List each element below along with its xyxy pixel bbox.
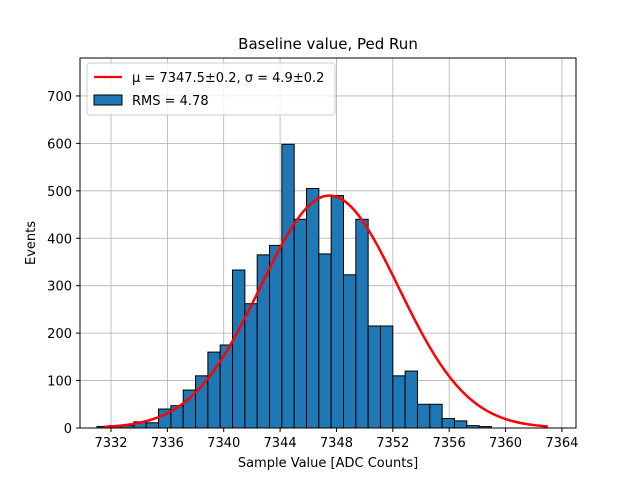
histogram-bar [293,218,308,429]
y-tick-label: 400 [47,232,72,247]
histogram-bar [343,274,357,429]
x-tick-label: 7364 [545,436,578,451]
legend-hist-label: RMS = 4.78 [132,94,209,109]
x-tick-label: 7344 [264,436,297,451]
plot-frame [79,57,577,429]
y-axis-label: Events [24,221,39,265]
x-tick-label: 7332 [94,436,127,451]
histogram-bar [281,143,295,429]
histogram-bar [306,187,320,429]
histogram-bar [429,403,443,429]
y-tick-label: 700 [47,90,72,105]
x-tick-label: 7348 [320,436,353,451]
histogram-bar [330,195,344,429]
y-tick-label: 600 [47,137,72,152]
y-ticks: 0 100 200 300 400 500 600 700 [47,90,80,437]
histogram-bar [244,303,258,429]
x-tick-label: 7356 [433,436,466,451]
histogram-bar [318,253,332,429]
histogram-bar [355,218,369,429]
legend-box [86,62,336,116]
x-tick-label: 7340 [207,436,240,451]
y-tick-label: 100 [47,375,72,390]
gaussian-fit-curve [103,194,548,429]
legend-fit-label: μ = 7347.5±0.2, σ = 4.9±0.2 [132,71,324,86]
histogram-bar [441,418,455,429]
y-tick-label: 200 [47,327,72,342]
histogram-bar [232,269,246,429]
histogram-bar [392,375,406,429]
legend-hist-swatch [93,94,123,106]
legend: μ = 7347.5±0.2, σ = 4.9±0.2 RMS = 4.78 [86,62,336,116]
x-ticks: 7332 7336 7340 7344 7348 7352 7356 7360 7364 [94,428,578,451]
y-tick-label: 0 [64,422,72,437]
y-tick-label: 300 [47,280,72,295]
histogram-bar [367,325,381,429]
chart-title: Baseline value, Ped Run [238,35,418,53]
histogram-bar [269,244,283,429]
histogram-bar [453,420,468,429]
histogram-bar [195,375,209,429]
fit-curve-group [103,194,548,429]
histogram-bar [145,422,160,429]
x-tick-label: 7360 [489,436,522,451]
histogram-bar [416,403,431,429]
x-tick-label: 7352 [376,436,409,451]
y-tick-label: 500 [47,185,72,200]
histogram-bar [379,325,394,429]
x-tick-label: 7336 [151,436,184,451]
histogram-bar [404,370,418,429]
x-axis-label: Sample Value [ADC Counts] [238,456,418,471]
